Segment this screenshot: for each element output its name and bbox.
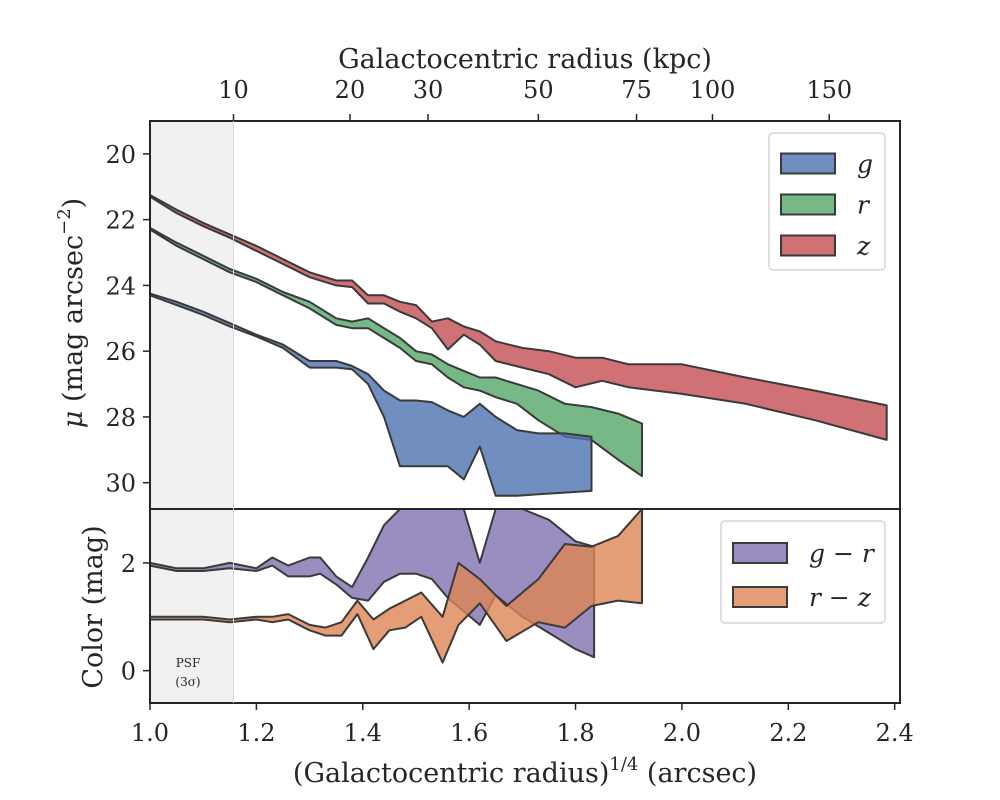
y-tick-label: 24 (105, 272, 136, 300)
color-y-tick-label: 0 (121, 658, 136, 686)
y-tick-label: 20 (105, 141, 136, 169)
x-tick-label: 2.2 (769, 719, 807, 747)
band-rz (149, 508, 643, 664)
top-x-tick-label: 20 (335, 76, 366, 104)
bottom-panel-frame (149, 508, 901, 704)
legend-swatch (780, 193, 836, 216)
psf-shaded-region (150, 509, 234, 703)
color-y-tick-label: 2 (121, 550, 136, 578)
psf-label: PSF (176, 656, 201, 670)
band-r (149, 226, 643, 478)
top-x-tick-label: 75 (621, 76, 652, 104)
axis-ticks: 1.0 1.2 1.4 1.6 1.8 2.0 2.2 2.4 20 22 24 26 28 30 0 2 10… (105, 76, 913, 747)
top-x-tick-label: 30 (413, 76, 444, 104)
x-tick-label: 1.8 (556, 719, 594, 747)
legend-bands: grz (768, 132, 886, 271)
x-tick-label: 1.4 (344, 719, 382, 747)
band-g (149, 292, 593, 497)
y-tick-label: 22 (105, 207, 136, 235)
top-x-tick-label: 10 (218, 76, 249, 104)
legend-swatch (732, 586, 788, 608)
legend-swatch (780, 152, 836, 175)
y-tick-label: 26 (105, 338, 136, 366)
y-tick-label: 30 (105, 470, 136, 498)
legend-label: g − r (809, 539, 876, 568)
x-tick-label: 2.4 (876, 719, 914, 747)
surface-brightness-bands (149, 194, 888, 497)
legend-swatch (780, 234, 836, 257)
top-x-tick-label: 150 (806, 76, 852, 104)
legend-label: z (856, 232, 871, 261)
band-z (149, 194, 888, 441)
psf-shaded-region (150, 121, 234, 509)
top-y-axis-label: μ (mag arcsec−2) (54, 198, 89, 428)
band-gr (149, 508, 596, 659)
y-tick-label: 28 (105, 404, 136, 432)
top-x-tick-label: 50 (523, 76, 554, 104)
bottom-y-axis-label: Color (mag) (78, 525, 109, 688)
legend-label: r − z (809, 583, 872, 612)
top-x-axis-label: Galactocentric radius (kpc) (338, 44, 712, 75)
x-tick-label: 1.2 (237, 719, 275, 747)
legend-colors: g − r r − z (720, 520, 886, 624)
x-tick-label: 1.0 (131, 719, 169, 747)
legend-swatch (732, 542, 788, 564)
legend-label: g (857, 150, 873, 179)
legend-label: r (857, 191, 871, 220)
psf-sigma-label: (3σ) (175, 675, 200, 689)
top-x-tick-label: 100 (690, 76, 736, 104)
color-bands (149, 508, 643, 664)
x-tick-label: 2.0 (663, 719, 701, 747)
x-tick-label: 1.6 (450, 719, 488, 747)
x-axis-label: (Galactocentric radius)1/4 (arcsec) (293, 754, 757, 789)
